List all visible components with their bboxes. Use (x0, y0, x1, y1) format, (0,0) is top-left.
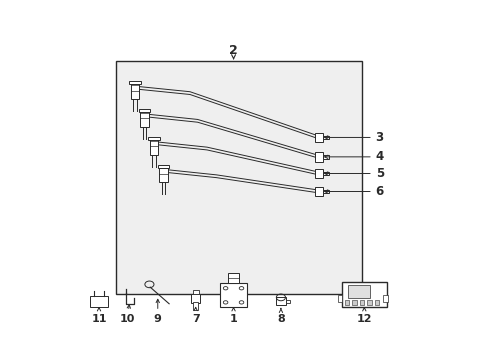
Bar (220, 283, 247, 307)
Bar (323, 172, 328, 175)
Bar (323, 190, 328, 193)
Text: 10: 10 (120, 305, 135, 324)
Bar (227, 273, 239, 283)
Bar (344, 300, 348, 305)
Bar (157, 165, 169, 168)
Bar (130, 84, 139, 99)
Text: 5: 5 (324, 167, 383, 180)
Bar (314, 168, 323, 178)
Bar (191, 294, 200, 303)
Text: 12: 12 (356, 307, 371, 324)
Bar (149, 139, 158, 155)
Text: 8: 8 (277, 309, 284, 324)
Bar (116, 61, 362, 294)
Bar (285, 301, 289, 303)
Text: 1: 1 (229, 307, 237, 324)
Bar (314, 152, 323, 162)
Bar (314, 186, 323, 197)
Text: 9: 9 (154, 299, 162, 324)
Bar (337, 296, 342, 302)
Bar (359, 300, 364, 305)
Text: 3: 3 (324, 131, 383, 144)
Bar (341, 282, 386, 307)
Bar (193, 302, 198, 310)
Bar (275, 297, 285, 305)
Bar (89, 296, 108, 307)
Bar (314, 132, 323, 142)
Bar (383, 296, 387, 302)
Text: 4: 4 (324, 150, 383, 163)
Bar (374, 300, 379, 305)
Text: 2: 2 (229, 44, 238, 57)
Bar (323, 136, 328, 139)
Bar (159, 167, 167, 183)
Bar (323, 155, 328, 159)
Bar (366, 300, 371, 305)
Bar (129, 81, 141, 85)
Bar (148, 137, 160, 140)
Bar (347, 285, 369, 298)
Bar (139, 109, 150, 112)
Bar (140, 111, 148, 127)
Text: 6: 6 (324, 185, 383, 198)
Bar (351, 300, 356, 305)
Bar (192, 290, 198, 294)
Text: 11: 11 (91, 307, 106, 324)
Text: 7: 7 (191, 307, 199, 324)
